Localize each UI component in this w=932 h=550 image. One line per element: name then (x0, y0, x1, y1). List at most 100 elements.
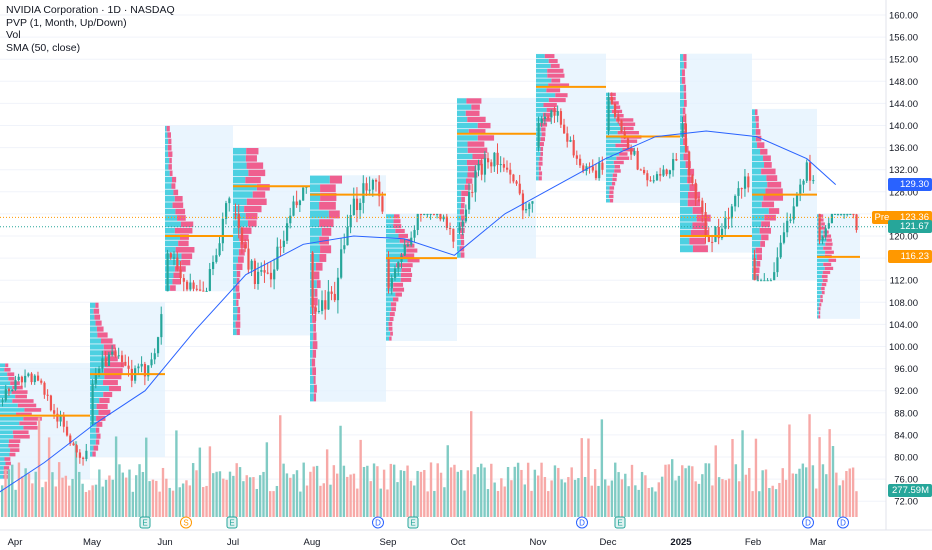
volume-bar (818, 437, 821, 517)
volume-bar (285, 473, 289, 517)
event-badge (226, 516, 238, 529)
profile-bar-up (752, 142, 758, 149)
profile-bar-down (388, 321, 393, 326)
event-dividend-icon[interactable]: D (372, 516, 384, 529)
volume-bar (691, 466, 694, 517)
profile-bar-down (237, 314, 241, 321)
profile-bar-down (400, 272, 413, 278)
event-badge (614, 516, 626, 529)
candle-body (173, 257, 176, 259)
profile-bar-down (819, 218, 824, 222)
profile-bar-up (536, 151, 541, 156)
profile-bar-up (680, 54, 684, 61)
volume-bar (64, 475, 68, 517)
profile-bar-up (606, 156, 617, 160)
profile-bar-down (395, 292, 402, 297)
candle-body (137, 366, 140, 369)
event-dividend-icon[interactable]: D (837, 516, 849, 529)
candle-body (843, 213, 846, 215)
volume-bar (771, 485, 774, 517)
profile-bar-up (233, 227, 241, 234)
profile-bar-up (680, 153, 684, 161)
profile-bar-up (165, 132, 168, 138)
volume-bar (831, 446, 835, 517)
profile-bar-down (555, 93, 568, 98)
candle-body (626, 138, 630, 149)
candle-body (269, 272, 273, 280)
profile-bar-down (821, 286, 825, 291)
profile-bar-down (10, 448, 20, 452)
candle-body (346, 227, 349, 246)
profile-bar-down (765, 188, 783, 195)
candle-body (506, 167, 509, 170)
profile-bar-down (401, 268, 412, 273)
event-earnings-icon[interactable]: E (407, 516, 419, 529)
volume-bar (94, 484, 98, 517)
candle-body (613, 104, 617, 117)
candle-body (675, 159, 678, 161)
profile-bar-down (389, 336, 392, 341)
event-split-icon[interactable]: S (180, 516, 192, 529)
volume-bar (537, 475, 540, 517)
profile-bar-down (246, 148, 259, 155)
profile-bar-down (763, 155, 771, 162)
candle-body (531, 201, 534, 204)
candle-body (496, 152, 499, 166)
volume-bar (476, 467, 480, 517)
volume-bar (98, 469, 101, 517)
event-earnings-icon[interactable]: E (614, 516, 626, 529)
indicator-pvp[interactable]: PVP (1, Month, Up/Down) (6, 16, 127, 29)
event-earnings-icon[interactable]: E (226, 516, 238, 529)
profile-bar-down (389, 316, 394, 322)
profile-bar-down (7, 372, 15, 377)
candle-body (75, 445, 78, 453)
candle-body (11, 389, 14, 392)
event-label: E (410, 519, 415, 528)
event-earnings-icon[interactable]: E (139, 516, 151, 529)
candle-body (547, 116, 550, 118)
event-label: E (617, 519, 622, 528)
candle-body (655, 174, 659, 181)
indicator-vol[interactable]: Vol (6, 29, 21, 41)
profile-bar-down (8, 443, 20, 448)
volume-bar (681, 465, 684, 517)
candle-body (525, 209, 528, 211)
profile-bar-up (457, 159, 467, 166)
profile-bar-up (457, 233, 461, 240)
volume-bar (627, 486, 630, 517)
profile-bar-down (171, 183, 176, 189)
profile-bar-down (538, 171, 543, 176)
profile-bar-up (536, 102, 544, 108)
profile-bar-down (460, 252, 465, 258)
candle-body (452, 228, 455, 242)
volume-bar (14, 489, 17, 517)
profile-bar-down (471, 104, 480, 110)
profile-bar-down (237, 256, 244, 263)
profile-bar-down (94, 314, 101, 320)
profile-bar-up (386, 307, 392, 312)
volume-bar (677, 475, 681, 517)
candle-body (630, 148, 633, 155)
profile-bar-up (0, 363, 6, 368)
profile-bar-up (536, 54, 545, 59)
profile-bar-up (752, 194, 764, 201)
profile-bar-down (550, 63, 560, 68)
volume-bar (289, 477, 292, 517)
profile-bar-down (99, 397, 110, 404)
candle-body (833, 213, 837, 215)
indicator-sma[interactable]: SMA (50, close) (6, 41, 81, 54)
profile-bar-down (689, 184, 698, 191)
last-price-tag: 121.67 (888, 220, 932, 234)
profile-bar-up (752, 175, 767, 181)
profile-bar-up (90, 386, 109, 392)
event-dividend-icon[interactable]: D (576, 516, 588, 529)
profile-bar-down (822, 278, 828, 283)
volume-bar (235, 463, 238, 517)
profile-bar-up (752, 208, 769, 214)
volume-bar (520, 469, 523, 517)
profile-bar-up (680, 84, 684, 92)
profile-bar-up (536, 171, 539, 176)
event-dividend-icon[interactable]: D (802, 516, 814, 529)
event-label: D (579, 519, 585, 528)
